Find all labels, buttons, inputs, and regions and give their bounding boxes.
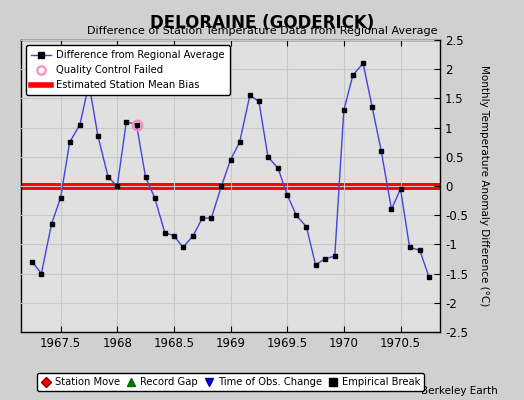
Text: DELORAINE (GODERICK): DELORAINE (GODERICK): [150, 14, 374, 32]
Text: Berkeley Earth: Berkeley Earth: [421, 386, 498, 396]
Y-axis label: Monthly Temperature Anomaly Difference (°C): Monthly Temperature Anomaly Difference (…: [479, 65, 489, 307]
Legend: Station Move, Record Gap, Time of Obs. Change, Empirical Break: Station Move, Record Gap, Time of Obs. C…: [37, 373, 424, 391]
Legend: Difference from Regional Average, Quality Control Failed, Estimated Station Mean: Difference from Regional Average, Qualit…: [26, 45, 230, 95]
Text: Difference of Station Temperature Data from Regional Average: Difference of Station Temperature Data f…: [87, 26, 437, 36]
